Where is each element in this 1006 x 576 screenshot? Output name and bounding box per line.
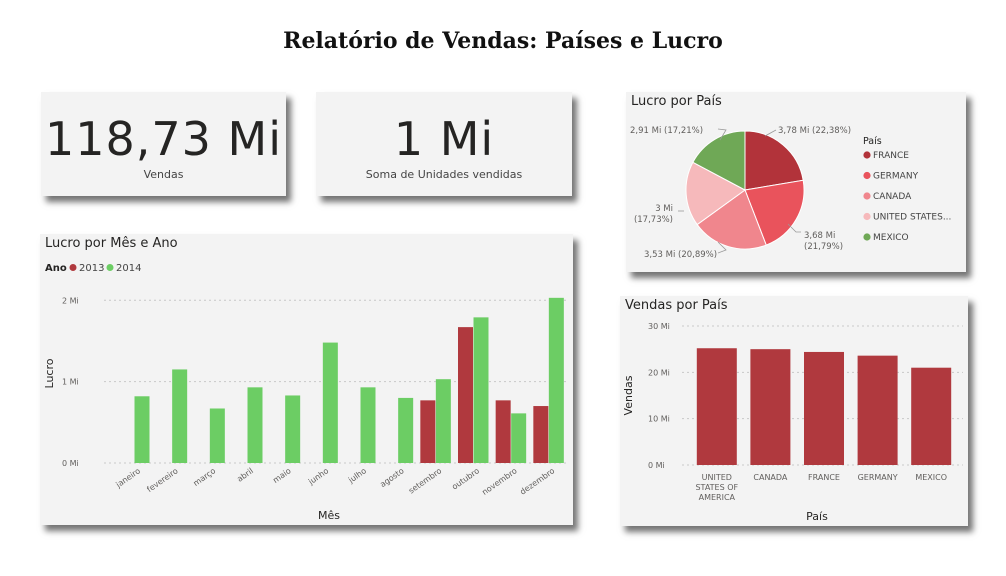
bar-2013-dezembro xyxy=(533,406,549,463)
pie-legend-marker-MEXICO xyxy=(863,233,871,241)
kpi-card-sales[interactable]: 118,73 Mi Vendas xyxy=(41,92,286,196)
bar-2014-novembro xyxy=(511,413,527,463)
y-tick-label: 2 Mi xyxy=(62,296,79,305)
sales-by-country-chart: 0 Mi 10 Mi 20 Mi 30 Mi Vendas País UNITEDSTATE… xyxy=(622,322,963,523)
pie-leader-line xyxy=(764,129,777,137)
monthly-profit-title: Lucro por Mês e Ano xyxy=(45,236,178,251)
pie-leader-line xyxy=(717,128,727,141)
pie-legend-label: CANADA xyxy=(873,192,912,202)
y-tick-label: 30 Mi xyxy=(648,322,670,331)
x-axis-label: País xyxy=(806,510,828,523)
monthly-profit-card[interactable]: Lucro por Mês e Ano Ano 2013 2014 0 Mi 1 Mi 2… xyxy=(40,234,573,525)
x-tick-label: AMERICA xyxy=(699,493,736,502)
x-tick-label: fevereiro xyxy=(145,466,179,494)
bar-2014-agosto xyxy=(398,397,414,463)
x-axis-label: Mês xyxy=(318,509,340,522)
legend-label-2013: 2013 xyxy=(79,263,104,274)
x-tick-label: julho xyxy=(346,466,368,485)
x-tick-label: maio xyxy=(271,466,292,485)
monthly-profit-chart: Ano 2013 2014 0 Mi 1 Mi 2 Mi Lucro Mês janeiro fe… xyxy=(43,263,568,522)
pie-card[interactable]: Lucro por País 3,78 Mi (22,38%) 3,68 Mi (2… xyxy=(626,92,966,272)
x-tick-label: CANADA xyxy=(753,473,788,482)
y-tick-label: 20 Mi xyxy=(648,368,670,377)
kpi-sales-label: Vendas xyxy=(143,168,184,181)
pie-legend-marker-GERMANY xyxy=(863,171,871,180)
kpi-sales-value: 118,73 Mi xyxy=(44,112,283,166)
pie-slice-CANADA xyxy=(696,189,767,250)
pie-slice-FRANCE xyxy=(744,130,804,191)
bar-2014-julho xyxy=(360,387,376,463)
bar-2014-janeiro xyxy=(134,396,150,463)
pie-data-label: 3,78 Mi (22,38%) xyxy=(778,126,851,136)
bar-2014-maio xyxy=(285,395,301,463)
pie-legend-label: GERMANY xyxy=(873,172,919,182)
x-tick-label: março xyxy=(192,466,218,488)
x-tick-label: UNITED xyxy=(702,473,732,482)
x-tick-label: outubro xyxy=(450,466,481,491)
x-tick-label: FRANCE xyxy=(808,473,840,482)
pie-slice-MEXICO xyxy=(692,130,746,191)
bar-2014-outubro xyxy=(473,317,489,463)
x-tick-label: STATES OF xyxy=(695,483,738,492)
pie-legend-title: País xyxy=(863,136,882,147)
page-title: Relatório de Vendas: Países e Lucro xyxy=(283,28,723,54)
x-tick-label: GERMANY xyxy=(858,473,898,482)
x-tick-label: MEXICO xyxy=(915,473,947,482)
bar-2013-outubro xyxy=(458,327,473,463)
pie-legend-marker-FRANCE xyxy=(863,151,871,159)
bar-GERMANY xyxy=(857,355,898,465)
x-tick-label: setembro xyxy=(407,466,443,495)
profit-by-country-pie: 3,78 Mi (22,38%) 3,68 Mi (21,79%) 3,53 Mi (… xyxy=(630,126,951,260)
bar-2014-junho xyxy=(322,342,338,463)
bar-2014-dezembro xyxy=(548,297,564,463)
bar-2014-setembro xyxy=(435,379,451,463)
y-axis-label: Vendas xyxy=(622,375,635,415)
sales-country-card[interactable]: Vendas por País 0 Mi 10 Mi 20 Mi 30 Mi Venda… xyxy=(620,296,968,526)
pie-leader-line xyxy=(787,223,801,233)
kpi-card-units[interactable]: 1 Mi Soma de Unidades vendidas xyxy=(316,92,572,196)
x-tick-label: abril xyxy=(235,466,255,484)
bar-2013-setembro xyxy=(420,400,436,463)
legend-title: Ano xyxy=(45,263,67,274)
kpi-units-label: Soma de Unidades vendidas xyxy=(365,168,523,181)
kpi-units-value: 1 Mi xyxy=(393,112,495,166)
pie-legend-label: MEXICO xyxy=(873,233,909,243)
bar-2014-março xyxy=(209,408,225,463)
legend-marker-2014 xyxy=(106,264,114,271)
bar-UNITED STATES OF AMERICA xyxy=(696,348,737,465)
bar-2014-abril xyxy=(247,387,263,463)
x-tick-label: agosto xyxy=(378,466,405,489)
pie-data-label: 3,53 Mi (20,89%) xyxy=(644,250,717,260)
legend-marker-2013 xyxy=(69,264,77,271)
bar-2014-fevereiro xyxy=(172,369,188,463)
pie-legend-label: UNITED STATES... xyxy=(873,213,951,223)
bar-MEXICO xyxy=(911,367,952,465)
bar-2013-novembro xyxy=(495,400,511,463)
pie-data-label: 3 Mi (17,73%) xyxy=(634,204,673,225)
pie-title: Lucro por País xyxy=(631,94,722,109)
pie-legend-marker-UNITED STATES... xyxy=(863,212,871,221)
legend-label-2014: 2014 xyxy=(116,263,141,274)
bar-FRANCE xyxy=(804,351,844,465)
y-tick-label: 0 Mi xyxy=(648,461,665,470)
pie-leader-line xyxy=(717,241,727,254)
pie-data-label: 3,68 Mi (21,79%) xyxy=(804,231,843,252)
y-axis-label: Lucro xyxy=(43,358,56,388)
x-tick-label: junho xyxy=(306,466,330,487)
y-tick-label: 10 Mi xyxy=(648,415,670,424)
pie-legend-marker-CANADA xyxy=(863,192,871,200)
pie-slice-UNITED STATES... xyxy=(685,161,746,226)
x-tick-label: novembro xyxy=(480,466,518,497)
y-tick-label: 0 Mi xyxy=(62,459,79,468)
bar-CANADA xyxy=(750,349,791,465)
x-tick-label: dezembro xyxy=(518,466,556,496)
pie-data-label: 2,91 Mi (17,21%) xyxy=(630,126,703,136)
x-tick-label: janeiro xyxy=(114,466,142,490)
y-tick-label: 1 Mi xyxy=(62,378,79,387)
sales-country-title: Vendas por País xyxy=(625,298,728,313)
pie-legend-label: FRANCE xyxy=(873,151,909,161)
pie-slice-GERMANY xyxy=(744,179,805,246)
